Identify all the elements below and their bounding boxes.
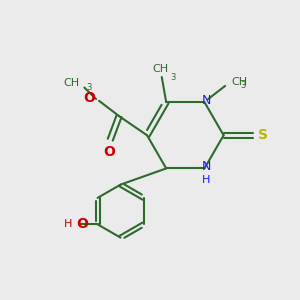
Text: N: N xyxy=(201,94,211,107)
Text: CH: CH xyxy=(231,76,247,86)
Text: N: N xyxy=(201,160,211,173)
Text: O: O xyxy=(76,218,88,231)
Text: 3: 3 xyxy=(86,83,91,92)
Text: H: H xyxy=(202,175,210,184)
Text: O: O xyxy=(84,92,95,106)
Text: 3: 3 xyxy=(170,73,176,82)
Text: 3: 3 xyxy=(241,81,246,90)
Text: H: H xyxy=(64,219,72,230)
Text: CH: CH xyxy=(152,64,168,74)
Text: S: S xyxy=(258,128,268,142)
Text: O: O xyxy=(103,145,115,159)
Text: CH: CH xyxy=(63,78,79,88)
